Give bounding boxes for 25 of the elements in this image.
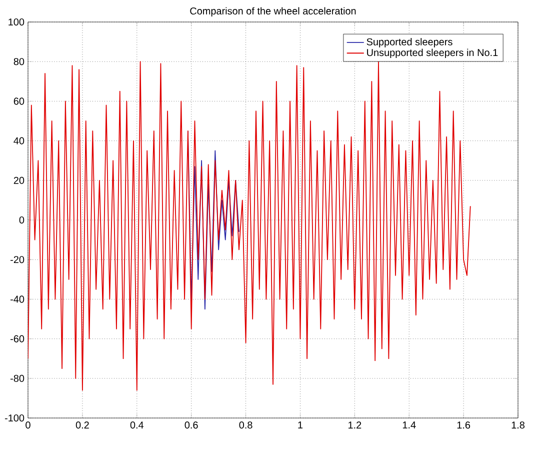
y-tick-label: -40 (10, 296, 24, 303)
y-tick-label: 40 (14, 137, 24, 144)
x-tick-label: 0.4 (130, 422, 144, 429)
x-tick-label: 0 (26, 422, 30, 429)
x-tick-label: 0.6 (184, 422, 198, 429)
y-tick-label: -80 (10, 374, 24, 382)
y-tick-label: 60 (14, 98, 24, 105)
chart-title: Comparison of the wheel acceleration (190, 7, 356, 16)
y-tick-label: -20 (10, 256, 24, 264)
y-tick-label: 100 (8, 18, 24, 26)
x-tick-label: 1.2 (348, 422, 362, 428)
x-tick-label: 0.2 (76, 422, 89, 429)
x-tick-label: 0.8 (239, 422, 252, 429)
x-tick-label: 1 (298, 422, 303, 428)
y-tick-label: 0 (19, 216, 24, 224)
y-tick-label: -100 (4, 414, 24, 422)
line-series (28, 61, 471, 391)
y-tick-label: -60 (10, 335, 24, 342)
y-tick-label: 20 (14, 176, 24, 184)
legend-label: Unsupported sleepers in No.1 (367, 48, 498, 58)
x-tick-label: 1.8 (512, 422, 524, 429)
x-tick-label: 1.4 (402, 422, 416, 428)
x-tick-label: 1.6 (457, 422, 470, 429)
y-tick-label: 80 (14, 58, 24, 66)
legend-label: Supported sleepers (366, 38, 452, 48)
